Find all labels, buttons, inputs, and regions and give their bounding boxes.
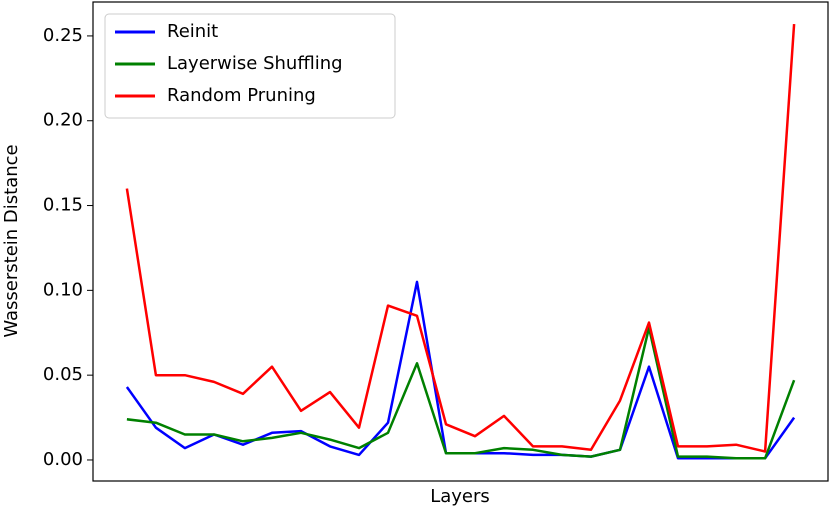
y-tick-label: 0.00 [43, 449, 83, 470]
y-tick-label: 0.05 [43, 364, 83, 385]
y-tick-label: 0.25 [43, 25, 83, 46]
y-axis-label: Wasserstein Distance [1, 144, 22, 337]
legend-label: Reinit [167, 21, 218, 42]
series-line [125, 24, 796, 453]
legend-label: Random Pruning [167, 85, 316, 106]
plot-frame [92, 1, 829, 482]
series-line [126, 326, 796, 460]
x-axis-label: Layers [430, 486, 490, 507]
y-tick-label: 0.15 [43, 195, 83, 216]
y-tick-label: 0.20 [43, 110, 83, 131]
y-tick-label: 0.10 [43, 279, 83, 300]
series-line [125, 280, 796, 460]
legend-label: Layerwise Shuffling [167, 53, 343, 74]
legend [104, 13, 396, 119]
